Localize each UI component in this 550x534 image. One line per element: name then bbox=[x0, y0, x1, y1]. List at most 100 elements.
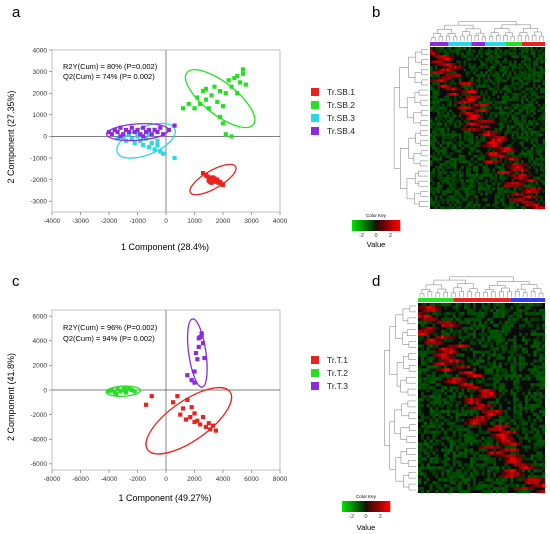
panel-b-heatmap-cell bbox=[487, 87, 491, 91]
panel-d-heatmap-cell bbox=[516, 412, 520, 417]
panel-c-stat-r2y: R2Y(Cum) = 96% (P=0.002) bbox=[63, 323, 158, 332]
panel-d-heatmap-cell bbox=[533, 383, 537, 387]
panel-d-heatmap-cell bbox=[490, 433, 494, 437]
panel-b-heatmap-cell bbox=[465, 187, 469, 191]
panel-d-heatmap-cell bbox=[498, 314, 502, 319]
panel-d-heatmap-cell bbox=[533, 368, 537, 372]
panel-d-heatmap-cell bbox=[542, 460, 546, 464]
panel-d-heatmap-cell bbox=[464, 454, 468, 458]
panel-b-heatmap-cell bbox=[501, 149, 505, 153]
panel-d-heatmap-cell bbox=[452, 430, 456, 434]
panel-d-heatmap-cell bbox=[418, 400, 422, 405]
panel-b-heatmap-cell bbox=[458, 195, 462, 199]
panel-b-heatmap-cell bbox=[480, 63, 483, 67]
panel-b-heatmap-cell bbox=[528, 179, 531, 183]
panel-a-data-point bbox=[129, 125, 134, 130]
panel-d-heatmap-cell bbox=[495, 439, 500, 443]
panel-d-heatmap-cell bbox=[432, 338, 436, 342]
panel-d-heatmap-cell bbox=[507, 406, 511, 411]
panel-b-heatmap-cell bbox=[470, 141, 474, 145]
panel-d-heatmap-cell bbox=[426, 344, 430, 348]
panel-d-heatmap-cell bbox=[484, 371, 488, 375]
panel-b-heatmap-cell bbox=[475, 95, 479, 99]
panel-d-heatmap-cell bbox=[449, 469, 453, 473]
panel-d-heatmap-cell bbox=[443, 311, 448, 316]
panel-d-heatmap-cell bbox=[426, 490, 430, 494]
panel-b-heatmap-cell bbox=[516, 98, 519, 102]
panel-b-heatmap-cell bbox=[468, 65, 471, 69]
panel-b-heatmap-cell bbox=[465, 206, 469, 210]
panel-d-heatmap-cell bbox=[461, 427, 465, 431]
panel-d-heatmap-cell bbox=[435, 412, 439, 417]
panel-b-heatmap-cell bbox=[511, 206, 515, 210]
panel-d-heatmap-cell bbox=[423, 424, 427, 428]
panel-b-heatmap-cell bbox=[516, 163, 519, 166]
panel-b-heatmap-cell bbox=[535, 149, 539, 153]
panel-b-heatmap-cell bbox=[516, 173, 519, 177]
panel-b-heatmap-cell bbox=[468, 128, 471, 131]
panel-b-heatmap-cell bbox=[482, 144, 486, 148]
panel-d-heatmap-cell bbox=[527, 389, 531, 393]
panel-b-heatmap-cell bbox=[511, 198, 515, 202]
panel-d-heatmap-cell bbox=[516, 308, 520, 313]
panel-b-heatmap-cell bbox=[540, 144, 543, 148]
panel-b-heatmap-cell bbox=[456, 200, 459, 204]
panel-b-heatmap-cell bbox=[485, 109, 488, 112]
panel-a-y-tick-label: 2000 bbox=[33, 91, 48, 98]
panel-d-heatmap-cell bbox=[536, 341, 540, 345]
panel-d-heatmap-cell bbox=[487, 359, 491, 363]
panel-d-heatmap-cell bbox=[449, 335, 453, 339]
panel-b-heatmap-cell bbox=[487, 133, 491, 137]
panel-b-heatmap-cell bbox=[542, 87, 546, 91]
panel-d-heatmap-cell bbox=[519, 359, 523, 363]
panel-d-heatmap-cell bbox=[524, 457, 528, 461]
panel-b-heatmap-cell bbox=[439, 155, 443, 158]
panel-b-heatmap-cell bbox=[444, 198, 447, 202]
panel-b-heatmap-cell bbox=[530, 152, 534, 156]
panel-b-heatmap-cell bbox=[453, 138, 457, 142]
panel-d-heatmap-cell bbox=[449, 350, 453, 354]
panel-d-heatmap-cell bbox=[420, 356, 424, 360]
panel-d-heatmap-cell bbox=[478, 424, 482, 428]
panel-d-heatmap-cell bbox=[536, 463, 540, 467]
panel-b-heatmap-cell bbox=[494, 206, 498, 210]
panel-d-heatmap-cell bbox=[507, 460, 511, 464]
panel-b-heatmap-cell bbox=[509, 190, 512, 193]
panel-b-heatmap-cell bbox=[504, 171, 507, 175]
panel-d-heatmap-cell bbox=[495, 303, 500, 307]
panel-d-heatmap-cell bbox=[429, 484, 433, 488]
panel-d-heatmap-cell bbox=[458, 469, 462, 473]
panel-b-heatmap-cell bbox=[518, 168, 522, 172]
panel-b-heatmap-cell bbox=[511, 203, 515, 207]
panel-b-heatmap-cell bbox=[458, 87, 462, 91]
panel-b-heatmap-cell bbox=[511, 141, 515, 145]
panel-b-heatmap-cell bbox=[453, 47, 457, 50]
panel-b-heatmap-cell bbox=[509, 152, 512, 156]
panel-d-heatmap-cell bbox=[498, 365, 502, 369]
panel-b-heatmap-cell bbox=[518, 109, 522, 112]
panel-d-heatmap-cell bbox=[487, 317, 491, 322]
panel-d-heatmap-cell bbox=[542, 383, 546, 387]
panel-b-heatmap-cell bbox=[487, 119, 491, 123]
panel-b-heatmap-cell bbox=[533, 68, 536, 72]
panel-b-heatmap-cell bbox=[485, 52, 488, 56]
panel-d-heatmap-cell bbox=[484, 484, 488, 488]
panel-b-heatmap-cell bbox=[528, 136, 531, 139]
panel-b-heatmap-cell bbox=[480, 125, 483, 129]
panel-b-heatmap-cell bbox=[528, 171, 531, 175]
panel-d-heatmap-cell bbox=[493, 424, 497, 428]
panel-b-heatmap-cell bbox=[542, 144, 546, 148]
panel-d-heatmap-cell bbox=[452, 335, 456, 339]
panel-d-heatmap-cell bbox=[495, 454, 500, 458]
panel-d-heatmap-cell bbox=[426, 398, 430, 402]
panel-d-heatmap-cell bbox=[467, 463, 471, 467]
panel-d-column-dendrogram bbox=[530, 291, 536, 297]
panel-a-data-point bbox=[198, 101, 203, 107]
panel-d-heatmap-cell bbox=[516, 442, 520, 446]
panel-d-heatmap-cell bbox=[533, 329, 537, 333]
panel-d-heatmap-cell bbox=[467, 311, 471, 316]
panel-d-heatmap-cell bbox=[461, 451, 465, 455]
panel-b-heatmap-cell bbox=[518, 163, 522, 166]
panel-d-heatmap-cell bbox=[481, 481, 485, 485]
panel-b-heatmap-cell bbox=[528, 149, 531, 153]
